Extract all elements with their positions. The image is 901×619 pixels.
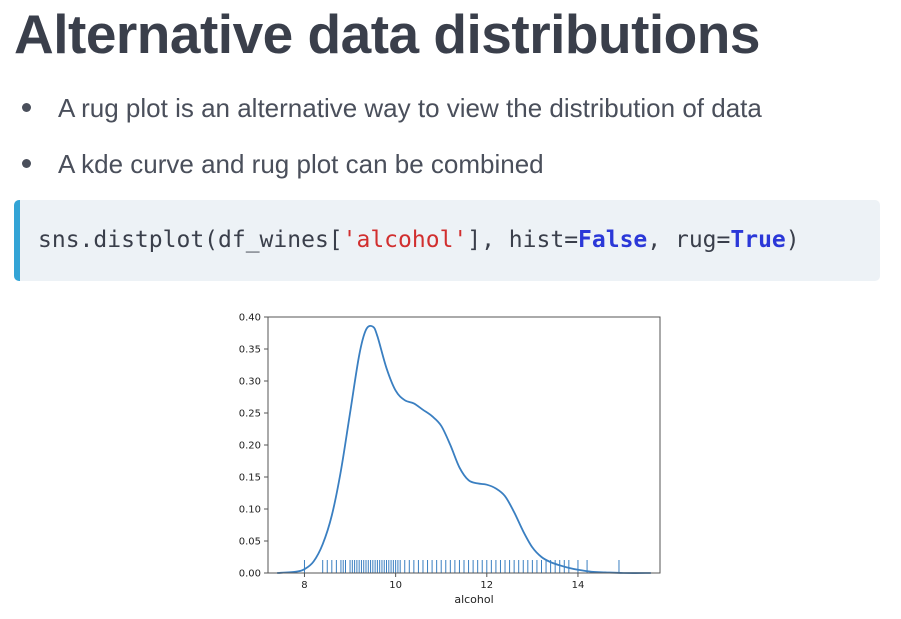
bullet-text: A rug plot is an alternative way to view… <box>58 93 762 123</box>
x-tick-label: 10 <box>389 580 402 591</box>
plot-frame <box>267 316 661 574</box>
bullet-list: A rug plot is an alternative way to view… <box>20 88 762 200</box>
kde-rug-chart: 0.00 0.05 0.10 0.15 0.20 0.25 0.30 0.35 0.40 8 10… <box>239 313 661 606</box>
bullet-dot-icon <box>22 159 31 168</box>
x-axis-label: alcohol <box>454 593 493 606</box>
code-block: sns.distplot(df_wines['alcohol'], hist=F… <box>14 200 880 281</box>
y-tick-label: 0.15 <box>239 473 261 484</box>
x-axis: 8 10 12 14 <box>301 573 584 591</box>
y-tick-label: 0.05 <box>239 537 261 548</box>
code-middle: ], hist= <box>467 227 579 253</box>
y-axis: 0.00 0.05 0.10 0.15 0.20 0.25 0.30 0.35 0.40 <box>239 313 268 580</box>
y-tick-label: 0.00 <box>239 569 261 580</box>
code-keyword-false: False <box>578 227 648 253</box>
x-tick-label: 8 <box>301 580 307 591</box>
y-tick-label: 0.20 <box>239 441 261 452</box>
code-prefix: sns.distplot(df_wines[ <box>38 227 343 253</box>
slide-title: Alternative data distributions <box>14 3 760 65</box>
x-tick-label: 14 <box>572 580 585 591</box>
y-tick-label: 0.35 <box>239 345 261 356</box>
y-tick-label: 0.30 <box>239 377 261 388</box>
code-string: 'alcohol' <box>342 227 468 253</box>
bullet-text: A kde curve and rug plot can be combined <box>58 149 544 179</box>
y-tick-label: 0.10 <box>239 505 261 516</box>
bullet-item-combined: A kde curve and rug plot can be combined <box>20 144 762 200</box>
code-suffix: ) <box>785 227 800 253</box>
x-tick-label: 12 <box>480 580 493 591</box>
y-tick-label: 0.40 <box>239 313 261 324</box>
code-keyword-true: True <box>730 227 786 253</box>
bullet-item-rug: A rug plot is an alternative way to view… <box>20 88 762 144</box>
rug-marks <box>303 560 620 573</box>
y-tick-label: 0.25 <box>239 409 261 420</box>
bullet-dot-icon <box>22 103 31 112</box>
code-sep: , rug= <box>647 227 731 253</box>
kde-curve <box>277 324 651 574</box>
